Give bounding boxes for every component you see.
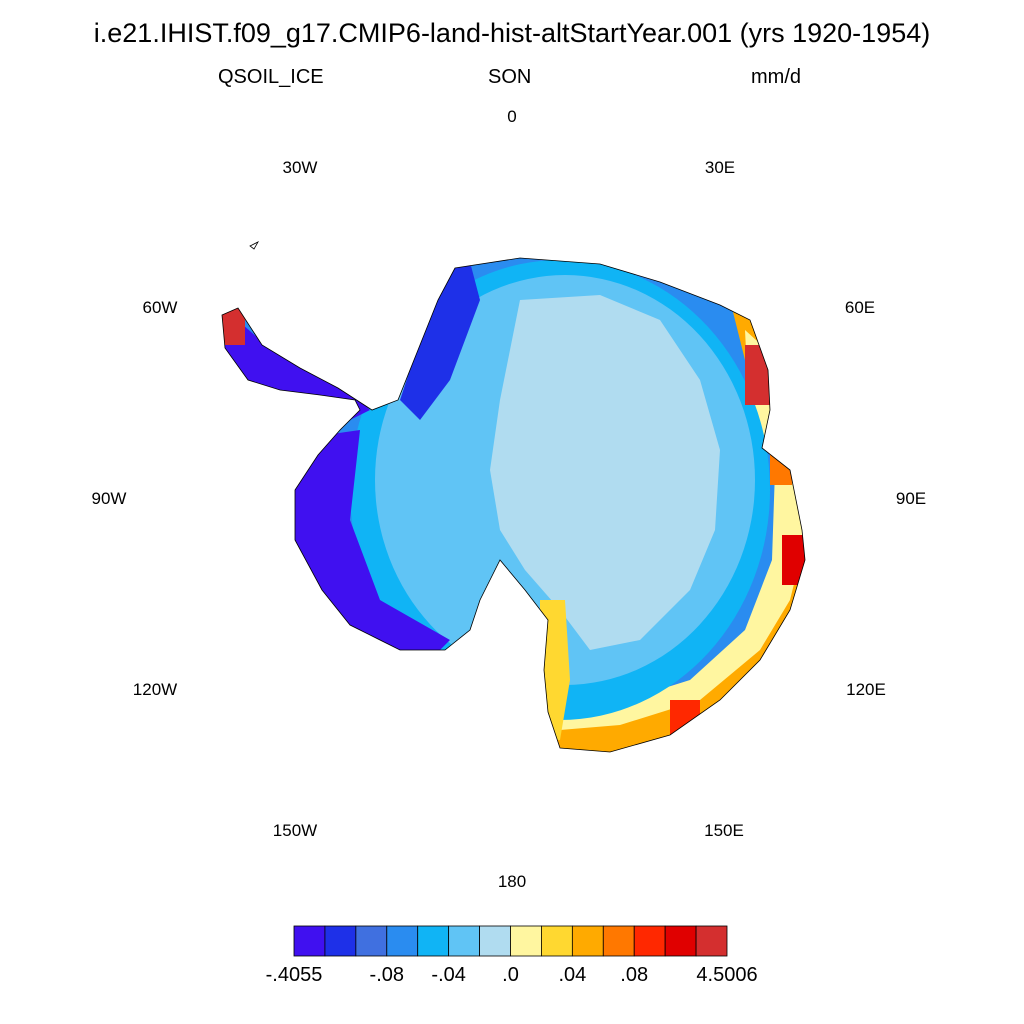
colorbar-box [293,925,326,957]
colorbar-box [602,925,635,957]
colorbar-tick-label: -.08 [369,964,405,986]
colorbar-box [510,925,542,957]
lon-label-30e: 30E [704,158,736,177]
lon-label-150w: 150W [272,821,318,840]
colorbar-box [541,925,573,957]
lon-label-150e: 150E [704,821,744,840]
lon-label-60w: 60W [142,298,178,317]
colorbar-tick-label: .08 [620,964,649,986]
colorbar-box [417,925,450,957]
coastline [221,257,806,753]
hotspot-95e [782,535,805,585]
colorbar [293,925,728,957]
lon-label-180: 180 [497,872,527,891]
colorbar-box [324,925,357,957]
colorbar-tick-label: -.04 [431,964,466,986]
lon-label-30w: 30W [282,158,318,177]
variable-label: QSOIL_ICE [218,66,324,88]
hotspot-85e [770,455,792,485]
lon-label-60e: 60E [844,298,876,317]
lon-label-0: 0 [507,107,517,126]
colorbar-tick-label: 4.5006 [696,964,758,986]
lon-label-120e: 120E [846,680,886,699]
colorbar-box [386,925,419,957]
colorbar-box [571,925,604,957]
lon-label-120w: 120W [132,680,178,699]
colorbar-box [479,925,511,957]
colorbar-box [633,925,666,957]
island-outline [249,241,260,250]
colorbar-box [448,925,480,957]
colorbar-tick-label: .0 [502,964,519,986]
units-label: mm/d [751,66,801,88]
colorbar-tick-label: .04 [558,964,587,986]
colorbar-box [664,925,697,957]
interior-plateau [490,295,720,650]
lon-label-90e: 90E [895,489,927,508]
hotspot-60e [745,345,775,405]
colorbar-box [355,925,388,957]
colorbar-tick-label: -.4055 [265,964,323,986]
hotspot-peninsula [222,305,245,345]
colorbar-box [695,925,728,957]
field-layer [222,258,805,752]
season-label: SON [488,66,532,88]
plot-title: i.e21.IHIST.f09_g17.CMIP6-land-hist-altS… [93,18,931,48]
east-coast-warm-band [540,300,805,752]
lon-label-90w: 90W [91,489,127,508]
